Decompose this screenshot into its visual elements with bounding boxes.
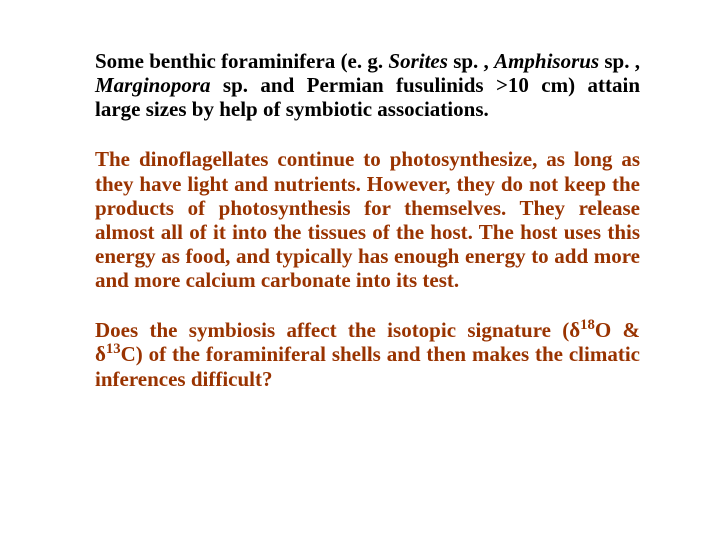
p1-italic-marginopora: Marginopora [95,73,223,97]
paragraph-1: Some benthic foraminifera (e. g. Sorites… [95,49,640,121]
paragraph-3: Does the symbiosis affect the isotopic s… [95,318,640,390]
p3-sup-13: 13 [106,341,121,357]
p1-text-mid1: sp. , [453,49,494,73]
p3-text-c: C) of the foraminiferal shells and then … [95,342,640,390]
p3-sup-18: 18 [580,317,595,333]
p1-text-pre: Some benthic foraminifera (e. g. [95,49,388,73]
p1-italic-sorites: Sorites [388,49,453,73]
p3-text-a: Does the symbiosis affect the isotopic s… [95,318,580,342]
p1-italic-amphisorus: Amphisorus [494,49,604,73]
slide: Some benthic foraminifera (e. g. Sorites… [0,0,720,540]
p1-text-mid2: sp. , [604,49,640,73]
paragraph-2: The dinoflagellates continue to photosyn… [95,147,640,292]
